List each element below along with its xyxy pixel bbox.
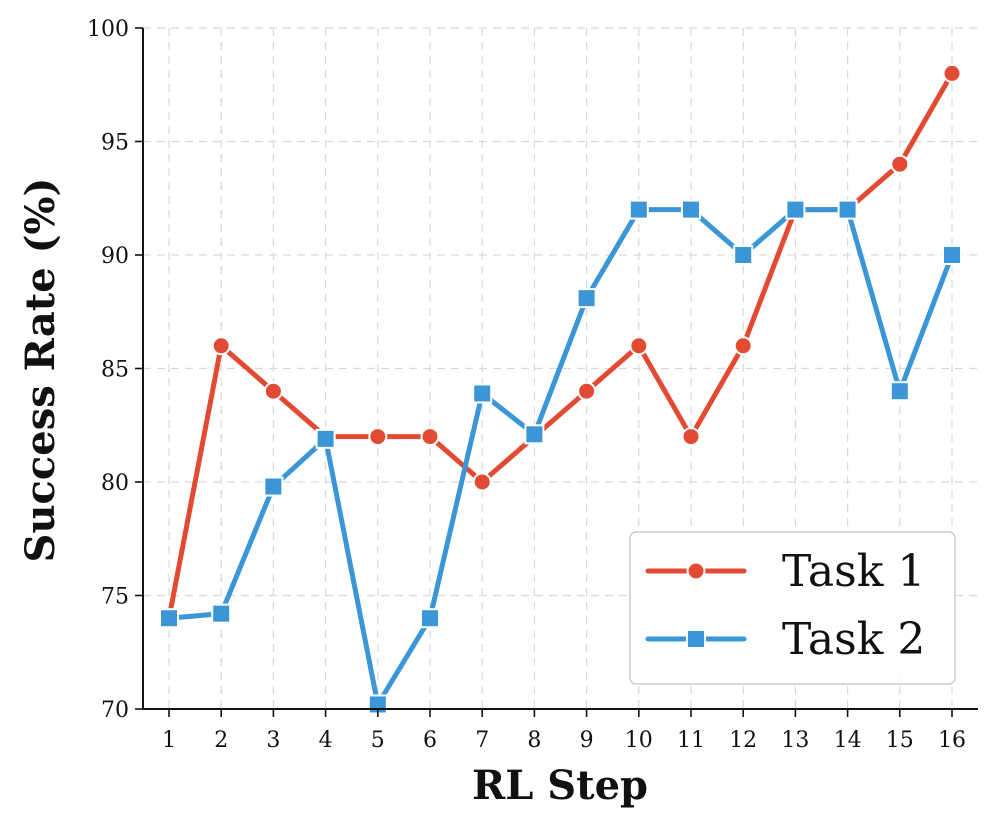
- legend-marker-task-2: [686, 629, 706, 649]
- legend-item-task-1: Task 1: [645, 546, 925, 597]
- x-axis-title: RL Step: [472, 762, 648, 809]
- data-point: [420, 608, 440, 629]
- data-point: [211, 603, 232, 624]
- x-tick-label: 10: [625, 728, 653, 753]
- data-point: [576, 288, 597, 309]
- x-tick-label: 2: [214, 728, 228, 753]
- data-point: [681, 427, 701, 447]
- x-tick-label: 11: [677, 728, 705, 753]
- x-ticks: 1 2 3 4 5 6 7 8 9 10 11 12 13 14 15 16: [162, 709, 966, 753]
- legend-marker-task-1: [686, 561, 706, 581]
- data-point: [889, 381, 910, 402]
- data-point: [733, 245, 754, 265]
- data-point: [942, 245, 962, 265]
- data-point: [733, 336, 753, 356]
- y-tick-label: 90: [101, 244, 129, 269]
- series-task-2: [159, 199, 962, 715]
- x-tick-label: 8: [527, 728, 541, 753]
- y-axis-title: Success Rate (%): [17, 178, 64, 563]
- y-tick-label: 80: [101, 471, 129, 496]
- data-point: [629, 336, 649, 356]
- data-point: [472, 472, 492, 492]
- x-tick-label: 15: [886, 728, 914, 753]
- x-tick-label: 5: [371, 728, 385, 753]
- data-point: [890, 154, 910, 174]
- x-tick-label: 9: [580, 728, 594, 753]
- data-point: [159, 608, 179, 629]
- x-tick-label: 14: [834, 728, 862, 753]
- legend-label-task-2: Task 2: [782, 614, 925, 665]
- data-point: [472, 383, 493, 404]
- x-tick-label: 3: [266, 728, 280, 753]
- data-point: [628, 199, 649, 220]
- y-tick-label: 95: [101, 131, 129, 156]
- data-point: [263, 476, 284, 497]
- data-point: [681, 199, 701, 220]
- data-point: [263, 381, 283, 401]
- data-point: [524, 424, 545, 445]
- y-tick-label: 85: [101, 358, 129, 383]
- y-ticks: 70 75 80 85 90 95 100: [87, 17, 143, 723]
- series-layer: [159, 63, 962, 715]
- y-tick-label: 100: [87, 17, 129, 42]
- data-point: [315, 428, 336, 449]
- data-point: [420, 427, 440, 447]
- x-tick-label: 13: [781, 728, 809, 753]
- y-tick-label: 70: [101, 698, 129, 723]
- data-point: [577, 381, 597, 401]
- legend-item-task-2: Task 2: [645, 614, 925, 665]
- data-point: [368, 427, 388, 447]
- x-tick-label: 7: [475, 728, 489, 753]
- x-tick-label: 16: [938, 728, 966, 753]
- y-tick-label: 75: [101, 585, 129, 610]
- legend: Task 1 Task 2: [629, 531, 956, 685]
- series-line: [166, 207, 955, 707]
- x-tick-label: 1: [162, 728, 176, 753]
- legend-label-task-1: Task 1: [782, 546, 925, 597]
- x-tick-label: 4: [319, 728, 333, 753]
- x-tick-label: 6: [423, 728, 437, 753]
- data-point: [785, 199, 806, 220]
- x-tick-label: 12: [729, 728, 757, 753]
- data-point: [837, 199, 858, 220]
- data-point: [211, 336, 231, 356]
- data-point: [942, 63, 962, 83]
